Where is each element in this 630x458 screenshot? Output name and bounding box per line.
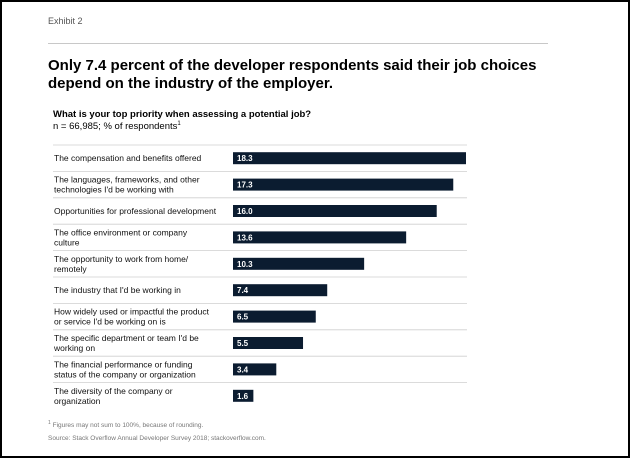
source-note: Source: Stack Overflow Annual Developer … — [48, 435, 266, 442]
category-label-line: working on — [53, 343, 95, 353]
category-label-line: The compensation and benefits offered — [54, 153, 202, 163]
category-label: The financial performance or funding stat… — [54, 359, 196, 379]
category-label: How widely used or impactful the product… — [54, 307, 210, 327]
bar — [233, 310, 316, 323]
category-label: Opportunities for professional developme… — [54, 206, 217, 216]
bar — [233, 205, 437, 217]
category-label-line: technologies I'd be working with — [54, 185, 174, 195]
bar-value-label: 16.0 — [237, 207, 253, 216]
bar — [233, 178, 454, 191]
category-label-line: status of the company or organization — [54, 369, 196, 379]
category-label-line: or service I'd be working on is — [54, 317, 166, 327]
headline: Only 7.4 percent of the developer respon… — [48, 57, 537, 92]
bar — [233, 363, 277, 376]
bar-value-label: 13.6 — [237, 233, 253, 242]
bar-value-label: 10.3 — [237, 260, 253, 269]
bar — [233, 389, 254, 402]
bar — [233, 152, 466, 165]
footnote: 1 Figures may not sum to 100%, because o… — [48, 420, 203, 429]
bar-value-label: 17.3 — [237, 181, 253, 190]
footnote-marker: 1 — [48, 420, 51, 426]
bar-value-label: 3.4 — [237, 365, 249, 374]
category-label-line: The office environment or company — [54, 227, 188, 237]
respondents-text: n = 66,985; % of respondents — [53, 121, 178, 133]
category-label-line: The specific department or team I'd be — [54, 333, 199, 343]
bar — [233, 257, 365, 270]
bar-value-label: 5.5 — [237, 339, 249, 348]
bar — [233, 231, 407, 244]
footnote-text: Figures may not sum to 100%, because of … — [52, 422, 204, 430]
category-label-line: The industry that I'd be working in — [54, 285, 181, 295]
chart-title: What is your top priority when assessing… — [53, 109, 312, 120]
chart-subtitle: n = 66,985; % of respondents1 — [53, 121, 181, 132]
category-label-line: How widely used or impactful the product — [54, 307, 210, 317]
top-divider — [48, 43, 548, 44]
category-label: The compensation and benefits offered — [54, 153, 202, 163]
bar-value-label: 7.4 — [237, 286, 249, 295]
category-label: The opportunity to work from home/remote… — [54, 254, 189, 274]
bar — [233, 337, 304, 349]
category-label-line: The languages, frameworks, and other — [54, 175, 200, 185]
category-label-line: The diversity of the company or — [54, 386, 173, 396]
category-label-line: The financial performance or funding — [54, 359, 193, 369]
category-label: The specific department or team I'd be wo… — [53, 333, 199, 353]
exhibit-label: Exhibit 2 — [48, 16, 83, 26]
category-label: The diversity of the company or organizat… — [54, 386, 173, 406]
category-label: The office environment or company culture — [54, 227, 188, 247]
category-label-line: remotely — [54, 264, 87, 274]
category-label-line: culture — [54, 237, 80, 247]
category-label: The languages, frameworks, and other tech… — [54, 175, 200, 195]
category-label-line: organization — [54, 396, 101, 406]
bar-value-label: 18.3 — [237, 154, 253, 163]
bar — [233, 284, 328, 297]
bar-value-label: 1.6 — [237, 392, 249, 401]
category-label: The industry that I'd be working in — [54, 285, 181, 295]
category-label-line: The opportunity to work from home/ — [54, 254, 189, 264]
bar-value-label: 6.5 — [237, 313, 249, 322]
category-label-line: Opportunities for professional developme… — [54, 206, 217, 216]
respondents-footnote-marker: 1 — [177, 121, 181, 127]
